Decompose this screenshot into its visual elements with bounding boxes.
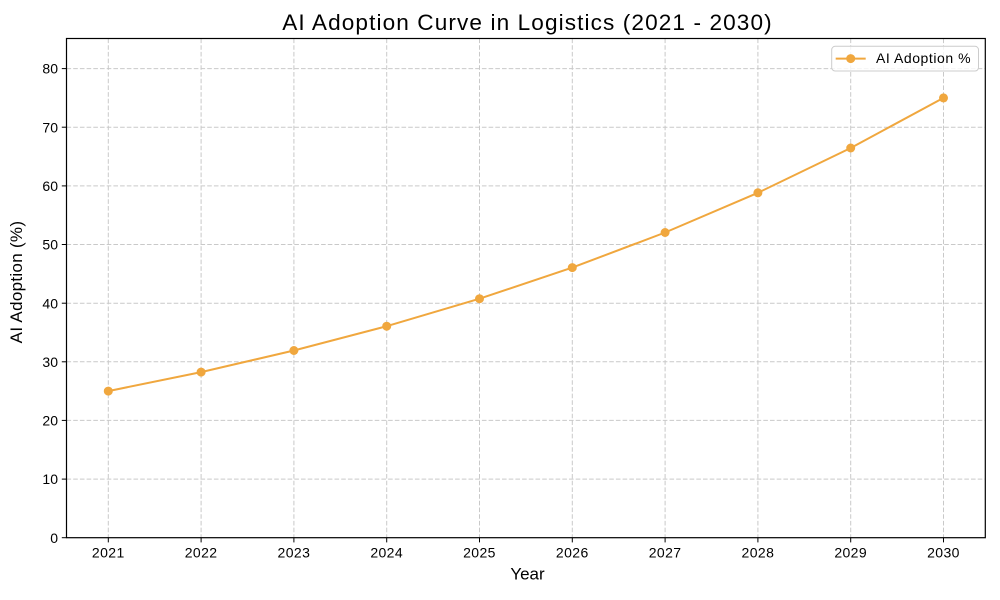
svg-text:2025: 2025 [463,545,496,561]
svg-text:20: 20 [42,413,58,429]
svg-text:AI Adoption (%): AI Adoption (%) [7,221,26,344]
svg-text:2023: 2023 [278,545,311,561]
svg-text:2029: 2029 [834,545,867,561]
svg-text:2030: 2030 [927,545,960,561]
svg-text:50: 50 [42,237,58,253]
svg-text:10: 10 [42,471,58,487]
svg-text:2022: 2022 [185,545,218,561]
svg-text:60: 60 [42,178,58,194]
svg-text:AI Adoption Curve in Logistics: AI Adoption Curve in Logistics (2021 - 2… [282,10,773,35]
svg-text:2027: 2027 [649,545,682,561]
svg-text:70: 70 [42,119,58,135]
svg-text:2021: 2021 [92,545,125,561]
svg-text:Year: Year [510,565,545,584]
svg-text:2028: 2028 [742,545,775,561]
svg-text:80: 80 [42,61,58,77]
svg-text:0: 0 [50,530,58,546]
svg-text:40: 40 [42,295,58,311]
svg-text:30: 30 [42,354,58,370]
svg-text:AI Adoption %: AI Adoption % [876,50,971,66]
svg-text:2026: 2026 [556,545,589,561]
svg-text:2024: 2024 [370,545,403,561]
